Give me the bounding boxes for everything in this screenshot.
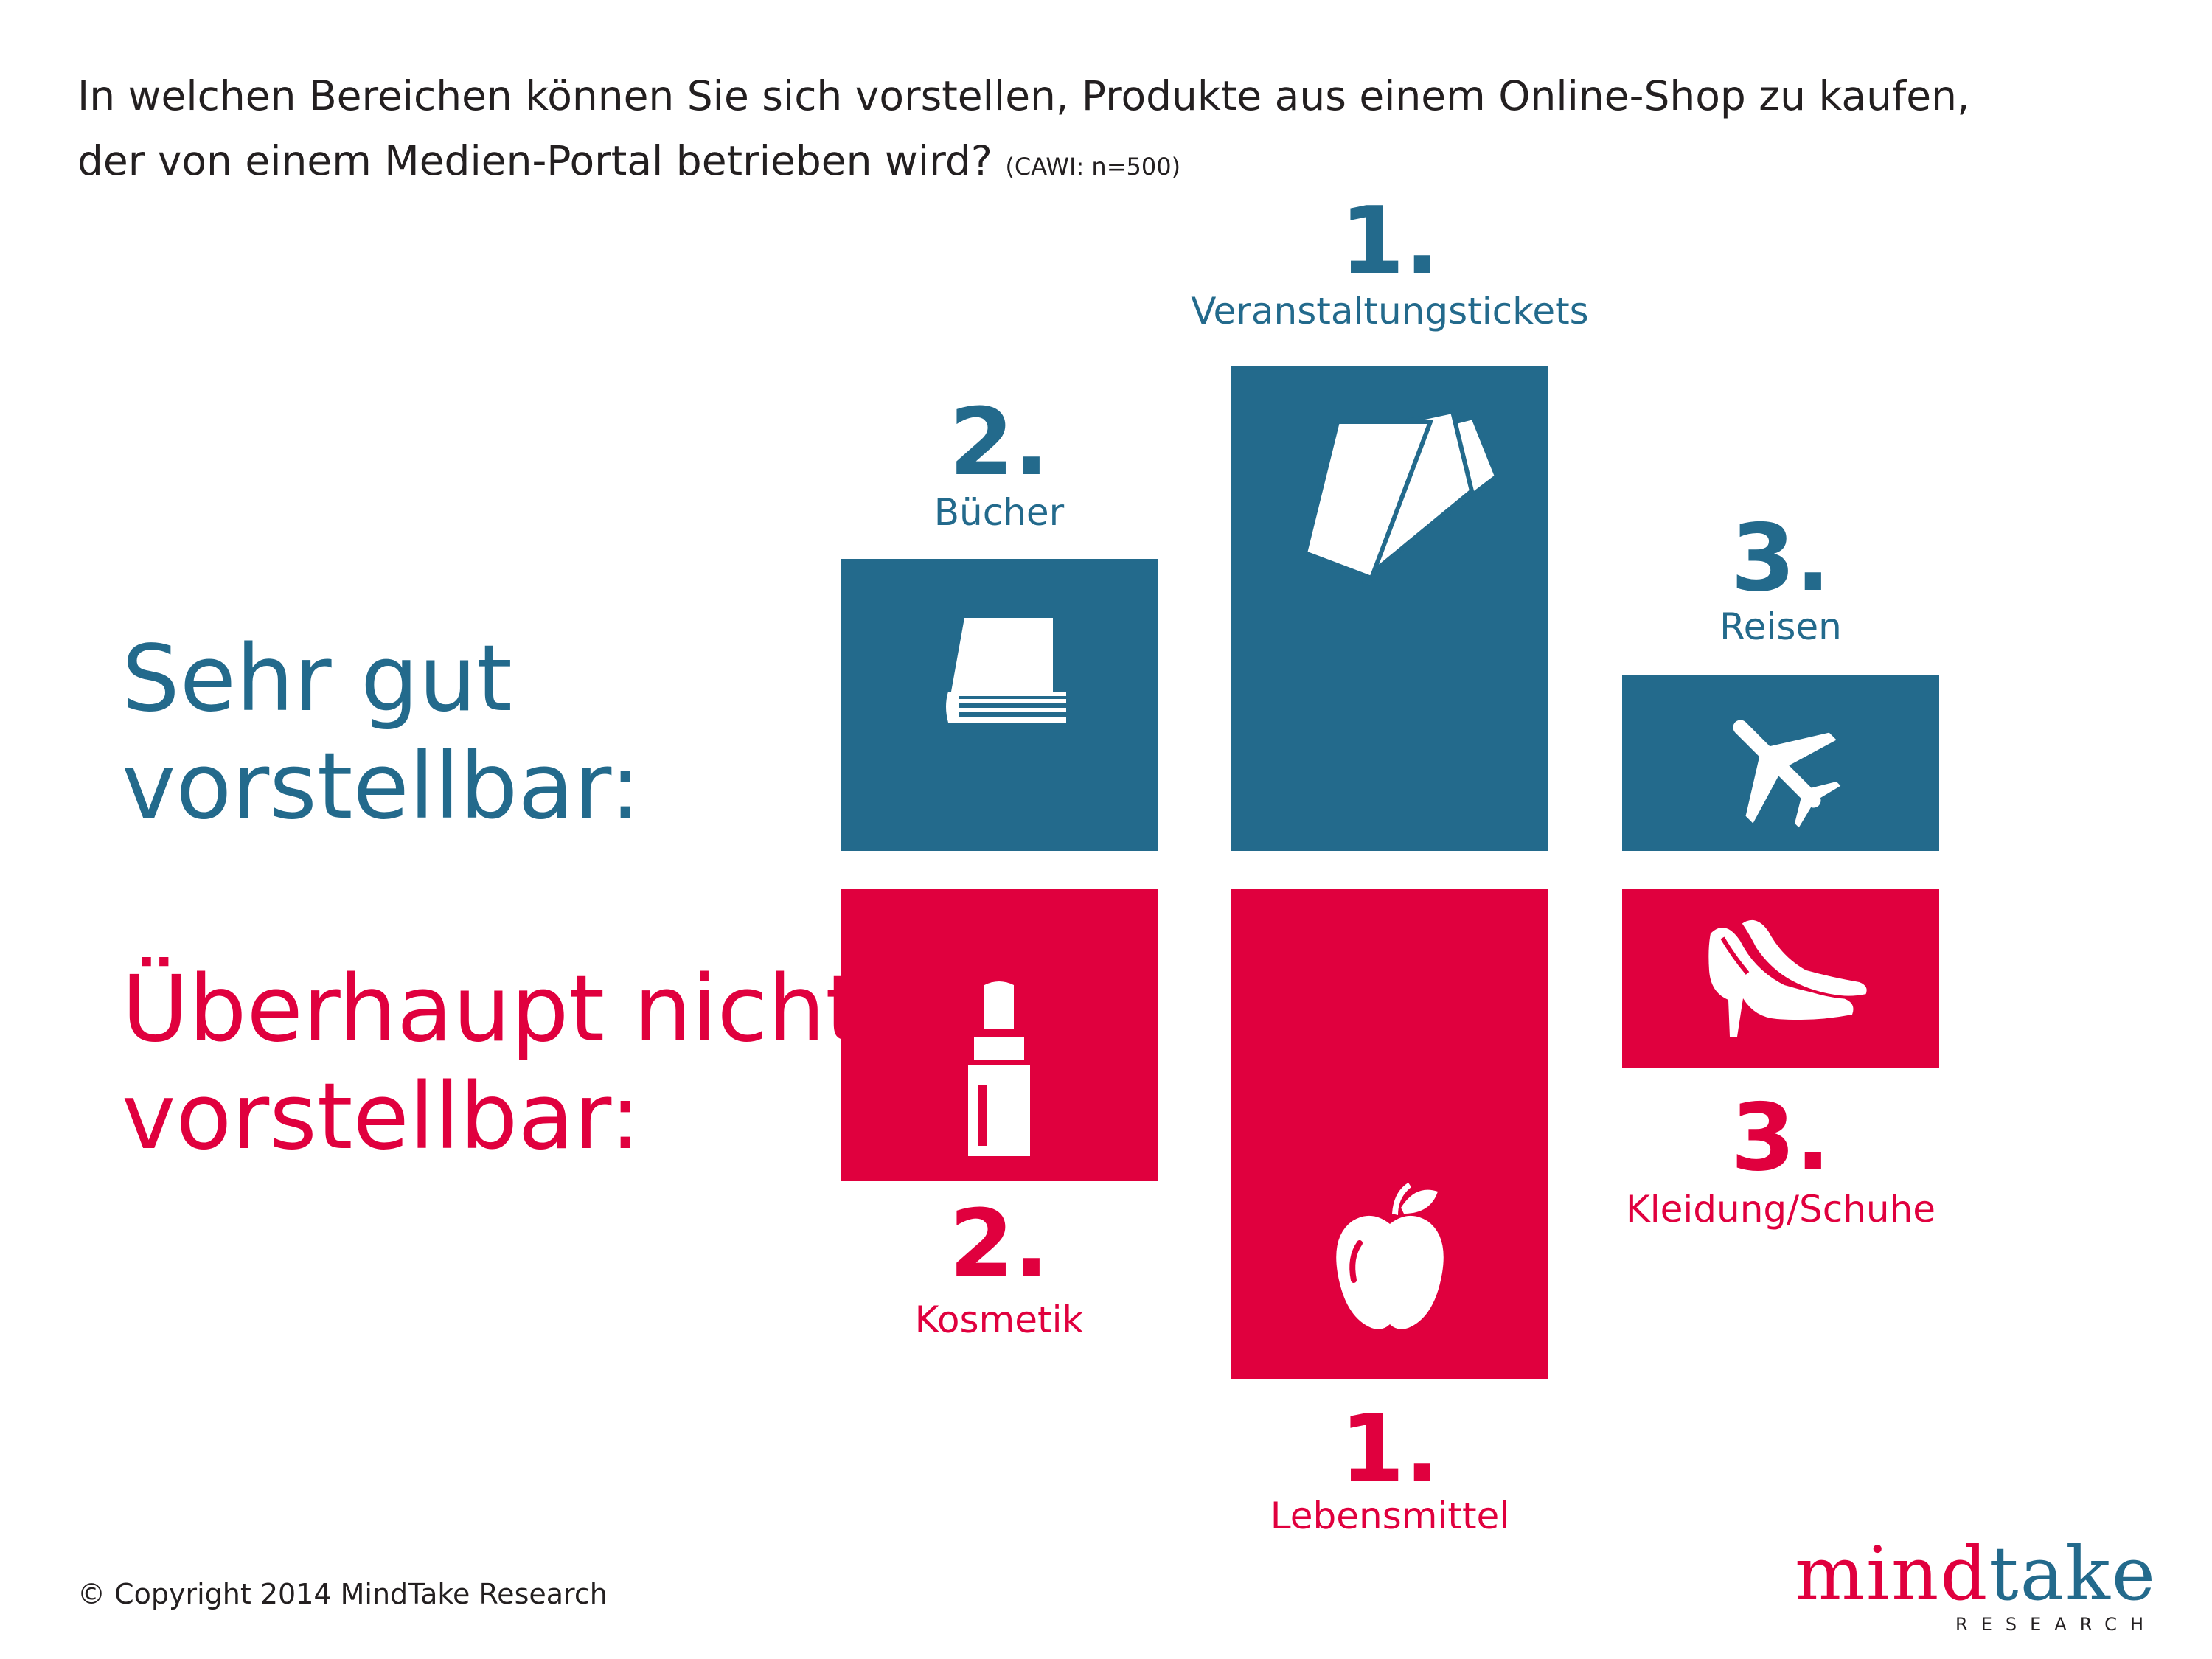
- positive-rank-3: 3.: [1731, 504, 1831, 612]
- positive-label: Sehr gut vorstellbar:: [122, 625, 896, 841]
- negative-block-1: [1231, 889, 1548, 1379]
- logo-word-mind: mind: [1795, 1531, 1989, 1617]
- logo-subtitle: RESEARCH: [1955, 1614, 2157, 1635]
- negative-category-2: Kosmetik: [914, 1298, 1084, 1341]
- positive-block-3: [1622, 675, 1939, 851]
- question-title: In welchen Bereichen können Sie sich vor…: [77, 63, 2186, 199]
- positive-block-2: [841, 559, 1158, 851]
- apple-icon: [1336, 1183, 1444, 1329]
- copyright-text: © Copyright 2014 MindTake Research: [77, 1578, 608, 1610]
- positive-category-2: Bücher: [933, 491, 1065, 534]
- mindtake-logo: mindtake RESEARCH: [1792, 1537, 2157, 1635]
- positive-block-1: [1231, 366, 1548, 851]
- question-title-line2: der von einem Medien-Portal betrieben wi…: [77, 137, 992, 184]
- negative-label: Überhaupt nicht vorstellbar:: [122, 956, 896, 1171]
- negative-rank-3: 3.: [1731, 1083, 1831, 1192]
- negative-category-3: Kleidung/Schuhe: [1625, 1188, 1936, 1231]
- negative-rank-2: 2.: [949, 1189, 1049, 1298]
- positive-category-3: Reisen: [1719, 605, 1842, 648]
- positive-rank-2: 2.: [949, 388, 1049, 496]
- negative-block-2: [841, 889, 1158, 1181]
- negative-label-line2: vorstellbar:: [122, 1064, 641, 1170]
- positive-category-1: Veranstaltungstickets: [1191, 290, 1589, 333]
- tickets-icon: [1302, 408, 1500, 585]
- positive-label-line2: vorstellbar:: [122, 734, 641, 840]
- negative-block-3: [1622, 889, 1939, 1068]
- negative-label-line1: Überhaupt nicht: [122, 956, 861, 1062]
- airplane-icon: [1733, 720, 1841, 828]
- negative-category-1: Lebensmittel: [1270, 1495, 1510, 1537]
- positive-rank-1: 1.: [1340, 187, 1440, 295]
- positive-label-line1: Sehr gut: [122, 626, 512, 732]
- lipstick-icon: [968, 981, 1030, 1156]
- question-title-line1: In welchen Bereichen können Sie sich vor…: [77, 72, 1970, 119]
- book-icon: [946, 618, 1066, 723]
- logo-word-take: take: [1989, 1531, 2157, 1617]
- sample-note: (CAWI: n=500): [1005, 153, 1181, 181]
- negative-rank-1: 1.: [1340, 1394, 1440, 1503]
- shoes-icon: [1708, 917, 1870, 1037]
